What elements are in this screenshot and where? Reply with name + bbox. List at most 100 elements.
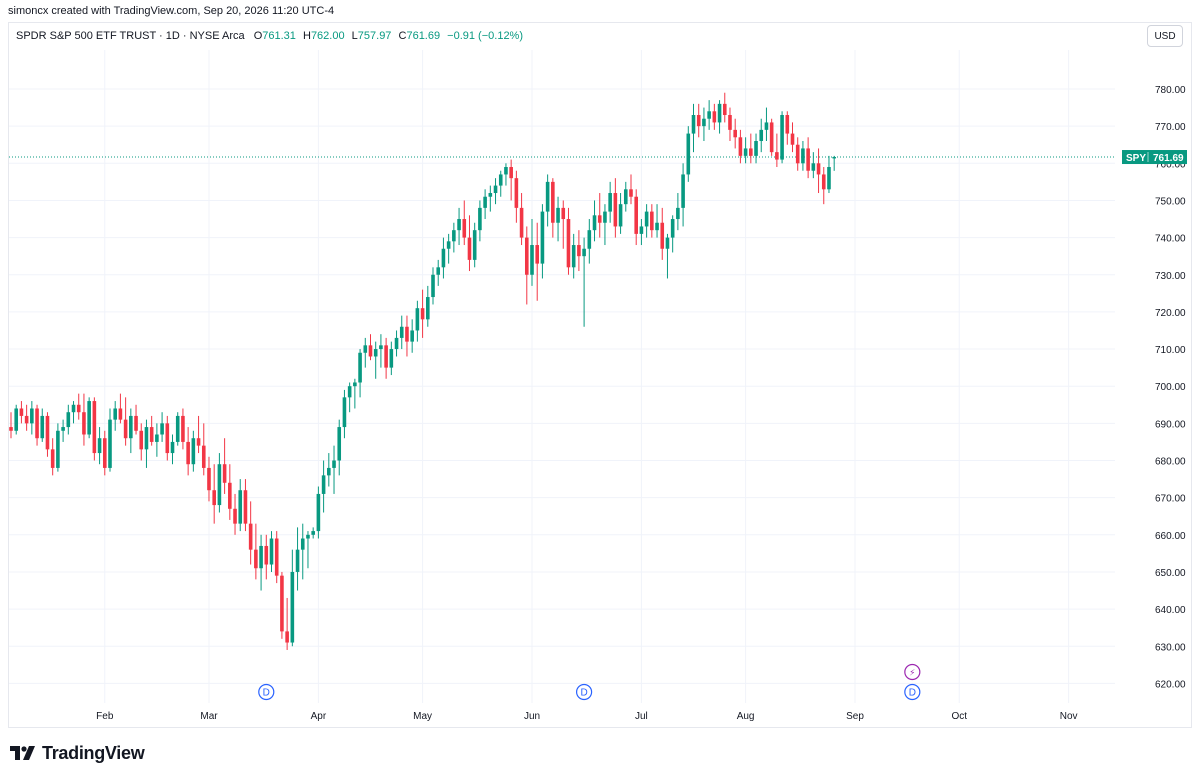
candle-body[interactable] [353,382,357,387]
candle-body[interactable] [754,141,758,156]
candle-body[interactable] [108,419,112,468]
candle-body[interactable] [24,415,29,424]
candle-body[interactable] [280,575,284,632]
candle-body[interactable] [337,427,342,461]
candle-body[interactable] [82,412,86,435]
candle-body[interactable] [472,230,477,260]
candle-body[interactable] [295,549,300,572]
candle-body[interactable] [613,193,618,227]
candle-body[interactable] [290,571,295,643]
candle-body[interactable] [389,349,394,368]
candle-body[interactable] [420,308,425,320]
candle-body[interactable] [686,133,691,175]
candle-body[interactable] [311,531,315,535]
candle-body[interactable] [201,445,206,468]
dividend-marker[interactable] [575,683,593,701]
candle-body[interactable] [634,196,638,234]
candle-body[interactable] [603,211,607,223]
candle-body[interactable] [733,129,737,138]
candle-body[interactable] [650,211,654,231]
candle-body[interactable] [61,427,65,431]
candle-body[interactable] [222,464,227,483]
candle-body[interactable] [415,308,420,331]
candle-body[interactable] [321,475,326,494]
candle-body[interactable] [467,237,472,260]
candle-body[interactable] [40,415,45,439]
candle-body[interactable] [452,230,456,242]
candle-body[interactable] [676,207,680,220]
candle-body[interactable] [806,148,810,171]
candle-body[interactable] [702,118,706,127]
candle-body[interactable] [285,631,289,643]
candle-body[interactable] [780,115,784,160]
candle-body[interactable] [691,115,696,134]
candle-body[interactable] [457,219,461,231]
candle-body[interactable] [316,493,321,532]
candle-body[interactable] [129,415,133,439]
candle-body[interactable] [87,401,91,435]
candle-body[interactable] [712,111,717,123]
candle-body[interactable] [597,215,602,223]
candle-body[interactable] [738,137,743,156]
candle-body[interactable] [759,129,764,142]
candle-body[interactable] [618,204,623,227]
candle-body[interactable] [113,408,117,420]
candle-body[interactable] [399,326,404,338]
candle-body[interactable] [749,148,753,156]
candle-body[interactable] [519,207,524,238]
candle-body[interactable] [97,438,102,454]
candle-body[interactable] [56,430,60,468]
candle-body[interactable] [524,237,529,275]
candle-body[interactable] [681,174,685,208]
candle-body[interactable] [504,167,508,175]
candle-body[interactable] [347,386,352,398]
candle-body[interactable] [644,211,649,227]
candle-body[interactable] [717,103,722,123]
candle-body[interactable] [629,189,633,197]
candle-body[interactable] [509,167,513,179]
candle-body[interactable] [801,148,805,164]
candle-body[interactable] [186,441,190,465]
candle-body[interactable] [228,482,232,509]
dividend-marker[interactable] [258,683,275,701]
candle-body[interactable] [545,181,550,212]
candle-body[interactable] [582,248,586,257]
candle-body[interactable] [728,115,732,130]
candle-body[interactable] [446,241,451,249]
candle-body[interactable] [243,490,248,524]
candle-body[interactable] [248,523,253,550]
candle-body[interactable] [196,438,201,446]
candle-body[interactable] [405,326,409,342]
candle-body[interactable] [639,226,644,234]
earnings-event-marker[interactable] [904,663,921,681]
candle-body[interactable] [775,152,779,160]
candle-body[interactable] [623,189,628,205]
candle-body[interactable] [707,111,711,119]
candle-body[interactable] [134,415,138,431]
candle-body[interactable] [92,401,97,454]
candle-body[interactable] [9,427,13,431]
candle-body[interactable] [238,490,243,524]
candle-body[interactable] [514,178,519,208]
candle-body[interactable] [379,345,383,350]
candle-body[interactable] [50,449,55,468]
candle-body[interactable] [207,467,211,491]
candle-body[interactable] [212,490,216,506]
candle-body[interactable] [123,419,128,439]
candle-body[interactable] [811,163,816,171]
candle-body[interactable] [342,397,347,428]
candle-body[interactable] [259,545,263,569]
candle-body[interactable] [441,248,446,268]
candle-body[interactable] [592,215,597,231]
candle-body[interactable] [30,408,34,424]
candle-body[interactable] [165,423,170,454]
candle-body[interactable] [488,193,493,197]
candle-body[interactable] [254,549,258,569]
candle-body[interactable] [540,211,545,264]
tradingview-brand[interactable]: TradingView [10,742,145,764]
candle-body[interactable] [827,167,831,190]
candle-body[interactable] [660,222,665,249]
chart-frame[interactable] [8,22,1192,728]
candle-body[interactable] [426,297,430,320]
candle-body[interactable] [102,438,107,468]
